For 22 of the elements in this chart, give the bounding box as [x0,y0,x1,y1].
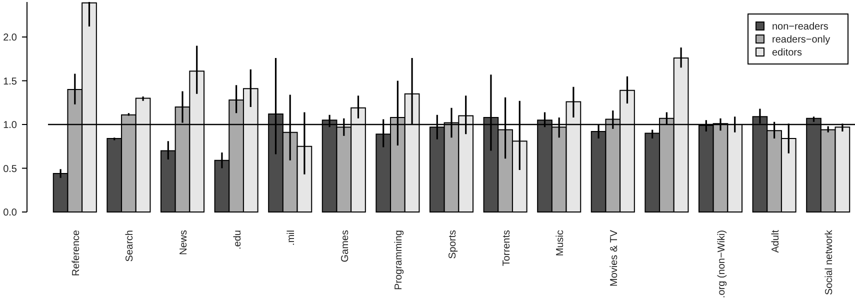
x-tick-label: Search [124,230,136,262]
y-tick-label: 2.0 [3,32,18,44]
x-tick-label: .edu [232,230,244,250]
x-tick-label: Social network [824,229,836,296]
x-tick-label: News [178,230,190,256]
x-tick-label: Reference [70,230,82,276]
legend-label: editors [772,48,802,58]
y-tick-label: 1.0 [3,120,18,131]
y-tick-label: 0.5 [3,164,18,175]
x-tick-label: .org (non−Wiki) [716,230,728,298]
y-tick-label: 1.5 [3,76,18,88]
x-tick-label: Torrents [501,230,512,266]
legend-label: readers−only [772,34,830,46]
x-tick-label: .mil [286,230,298,246]
x-tick-label: Movies & TV [608,230,620,286]
y-tick-label: 0.0 [3,208,18,218]
x-tick-label: Games [340,230,351,262]
legend-label: non−readers [772,22,828,32]
x-tick-label: Sports [448,230,458,259]
x-tick-label: Music [555,230,566,256]
x-tick-label: Programming [394,230,405,290]
x-tick-label: Adult [770,230,782,253]
